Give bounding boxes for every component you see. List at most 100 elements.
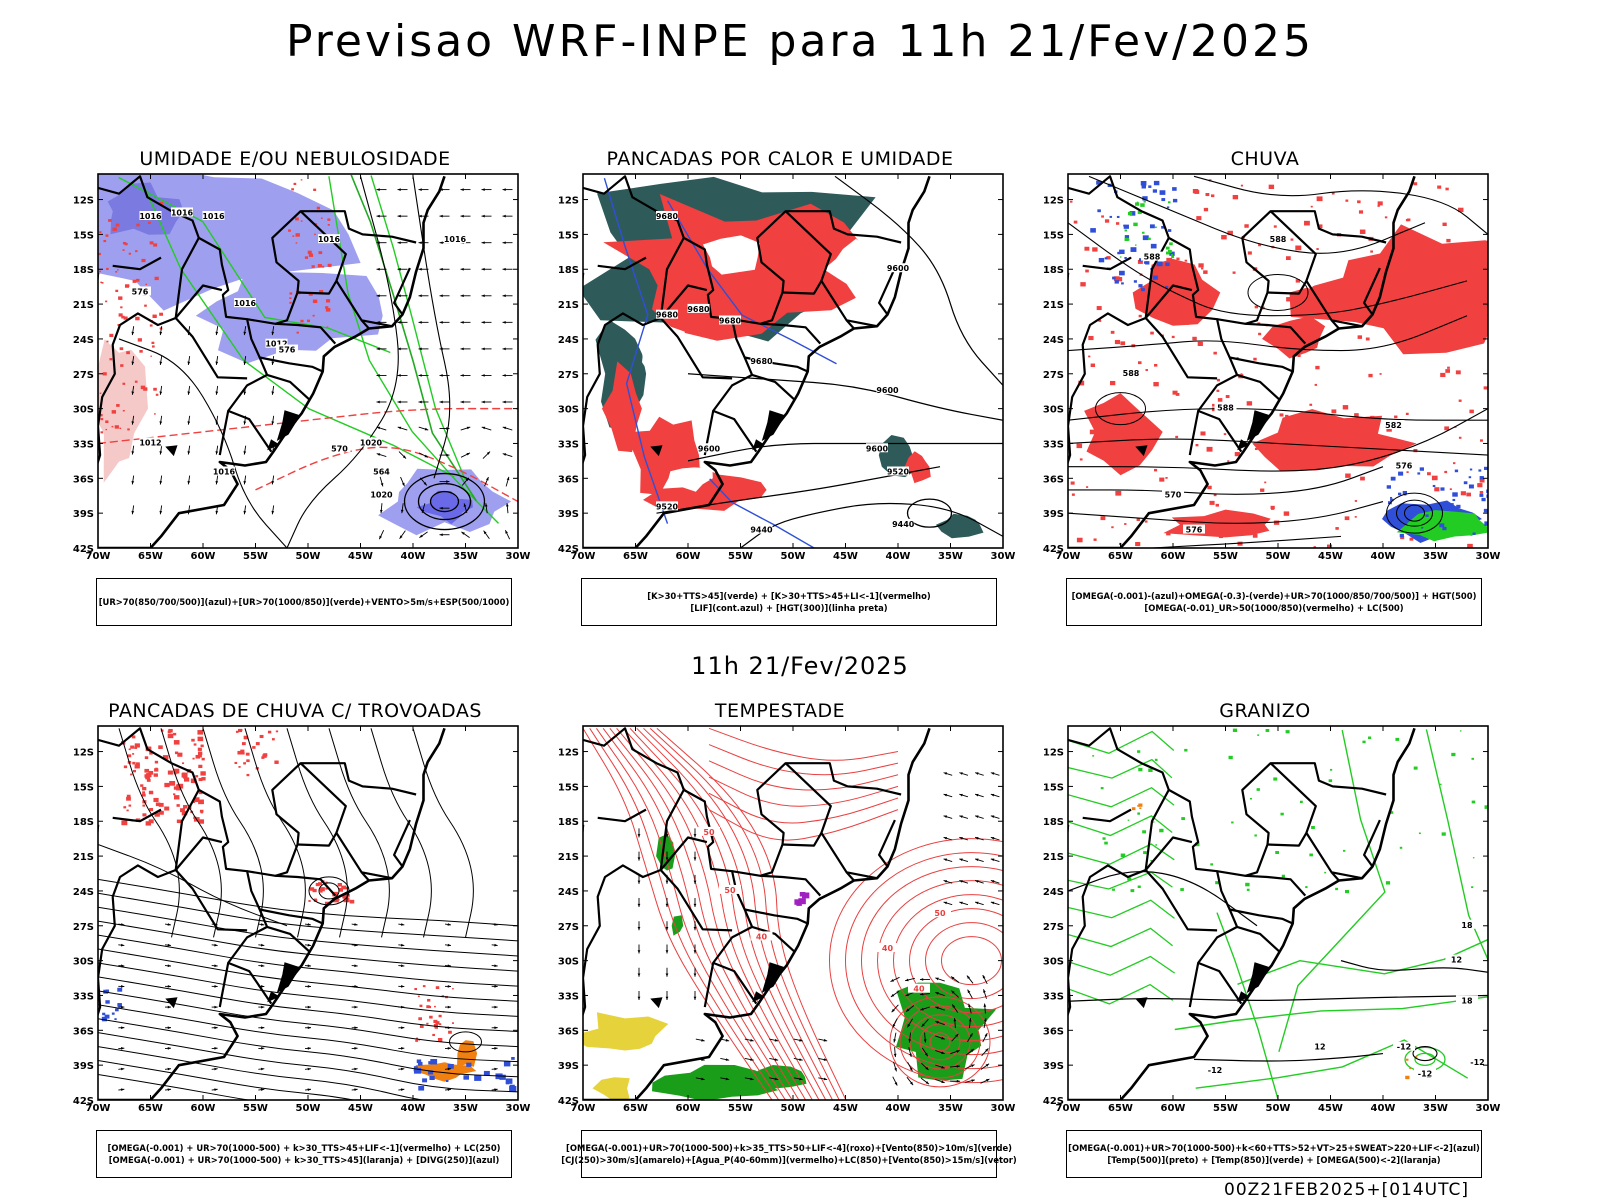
wind-arrowhead	[485, 477, 489, 481]
wind-arrowhead	[215, 421, 219, 425]
wind-arrowhead	[909, 1067, 913, 1071]
contour-line	[740, 502, 1003, 548]
legend-line: [Temp(500)](preto) + [Temp(850)](verde) …	[1107, 1155, 1441, 1165]
wind-arrowhead	[990, 815, 995, 819]
contour-label: 588	[1270, 235, 1287, 244]
contour-line	[909, 1014, 971, 1070]
wind-arrowhead	[401, 964, 405, 968]
legend-line: [OMEGA(-0.001) + UR>70(1000-500) + k>30_…	[107, 1143, 501, 1153]
contour-line	[1068, 955, 1176, 976]
lat-tick-label: 30S	[1043, 405, 1064, 416]
lat-tick-label: 33S	[1043, 991, 1064, 1002]
wind-arrowhead	[494, 1088, 498, 1092]
wind-arrowhead	[215, 391, 219, 395]
wind-arrowhead	[397, 214, 401, 218]
wind-arrowhead	[401, 985, 405, 988]
wind-arrowhead	[447, 1026, 451, 1030]
contour-label-bg	[656, 501, 678, 511]
contour-line	[98, 1004, 518, 1063]
wind-arrowhead	[271, 481, 275, 485]
wind-arrowhead	[243, 421, 247, 425]
contour-line	[449, 1031, 482, 1053]
wind-arrowhead	[905, 978, 909, 982]
contour-label-bg	[1393, 1041, 1415, 1051]
lon-tick-label: 50W	[1266, 1103, 1291, 1114]
contour-line	[412, 176, 451, 479]
wind-arrowhead	[893, 1039, 897, 1043]
panel-legend: [OMEGA(-0.001)+UR>70(1000-500)+k<60+TTS>…	[1066, 1130, 1482, 1178]
wind-arrowhead	[502, 374, 506, 377]
contour-label: 9680	[719, 317, 742, 326]
wind-arrowhead	[665, 927, 669, 931]
wind-arrowhead	[990, 772, 995, 775]
lon-tick-label: 35W	[1423, 1103, 1448, 1114]
contour-label-bg	[719, 884, 741, 894]
contour-label: 570	[331, 444, 348, 453]
wind-arrowhead	[260, 1088, 265, 1092]
wind-arrowhead	[951, 990, 955, 994]
wind-arrowhead	[307, 923, 311, 926]
contour-label-bg	[213, 466, 235, 476]
contour-line	[1068, 408, 1488, 472]
wind-arrowhead	[243, 331, 247, 336]
lat-tick-label: 15S	[1043, 230, 1064, 241]
contour-label: 9600	[698, 444, 721, 453]
wind-arrowhead	[243, 510, 247, 515]
contour-line	[1425, 729, 1488, 961]
wind-arrowhead	[486, 451, 491, 455]
wind-arrowhead	[260, 943, 265, 947]
wind-arrowhead	[446, 427, 450, 430]
legend-line: [OMEGA(-0.01)_UR>50(1000/850)(vermelho) …	[1144, 603, 1404, 613]
contour-line	[98, 948, 518, 1002]
panel-title: PANCADAS POR CALOR E UMIDADE	[606, 148, 954, 170]
legend-line: [OMEGA(-0.001) + UR>70(1000-500) + k>30_…	[108, 1155, 500, 1165]
wind-arrowhead	[823, 1058, 828, 1061]
lon-tick-label: 60W	[191, 1103, 216, 1114]
wind-arrowhead	[983, 989, 986, 993]
wind-arrowhead	[379, 509, 383, 514]
wind-arrowhead	[376, 347, 380, 351]
panel-granizo: GRANIZO -12 -12 -12 -12 18 12 12 18 12S 15S 18S 21S 2…	[1030, 700, 1500, 1190]
wind-arrowhead	[505, 503, 509, 507]
wind-arrowhead	[481, 267, 485, 271]
wind-arrowhead	[307, 1026, 311, 1030]
wind-arrowhead	[956, 1050, 960, 1053]
wind-arrowhead	[271, 421, 275, 425]
lon-tick-label: 50W	[296, 1103, 321, 1114]
contour-label-bg	[1414, 1068, 1436, 1078]
contour-line	[925, 922, 1003, 1000]
wind-arrowhead	[893, 1053, 897, 1058]
field-area	[1272, 230, 1327, 289]
field-area	[592, 1077, 630, 1100]
contour-label-bg	[698, 443, 720, 453]
wind-arrowhead	[260, 923, 265, 926]
wind-arrowhead	[665, 973, 669, 977]
contour-label: -12	[1418, 1069, 1432, 1078]
wind-arrowhead	[943, 858, 948, 862]
contour-line	[1278, 729, 1386, 1052]
wind-arrowhead	[975, 815, 979, 819]
contour-line	[98, 920, 518, 972]
contour-line	[1068, 758, 1173, 779]
lon-tick-label: 45W	[1318, 1103, 1343, 1114]
lat-tick-label: 18S	[1043, 817, 1064, 828]
contour-label-bg	[444, 234, 466, 244]
lat-tick-label: 18S	[73, 817, 94, 828]
lat-tick-label: 42S	[1043, 1096, 1064, 1107]
contour-line	[1174, 996, 1488, 1031]
forecast-map: 50 50 40 40 40 50 12S 15S 18S 21S 24S 27S 30S 33S 36S 3…	[558, 725, 1015, 1114]
wind-arrowhead	[121, 985, 125, 988]
wind-arrowhead	[984, 1033, 988, 1037]
lat-tick-label: 15S	[558, 230, 579, 241]
contour-line	[318, 882, 340, 900]
wind-arrowhead	[439, 214, 443, 218]
contour-label-bg	[887, 263, 909, 273]
contour-label: 576	[1396, 462, 1413, 471]
lat-tick-label: 30S	[558, 957, 579, 968]
wind-arrowhead	[167, 1005, 171, 1009]
contour-label: 1016	[171, 208, 194, 217]
wind-arrowhead	[215, 481, 219, 485]
panel-title: UMIDADE E/OU NEBULOSIDADE	[139, 148, 451, 170]
contour-line	[1404, 504, 1425, 522]
contour-line	[98, 990, 518, 1048]
